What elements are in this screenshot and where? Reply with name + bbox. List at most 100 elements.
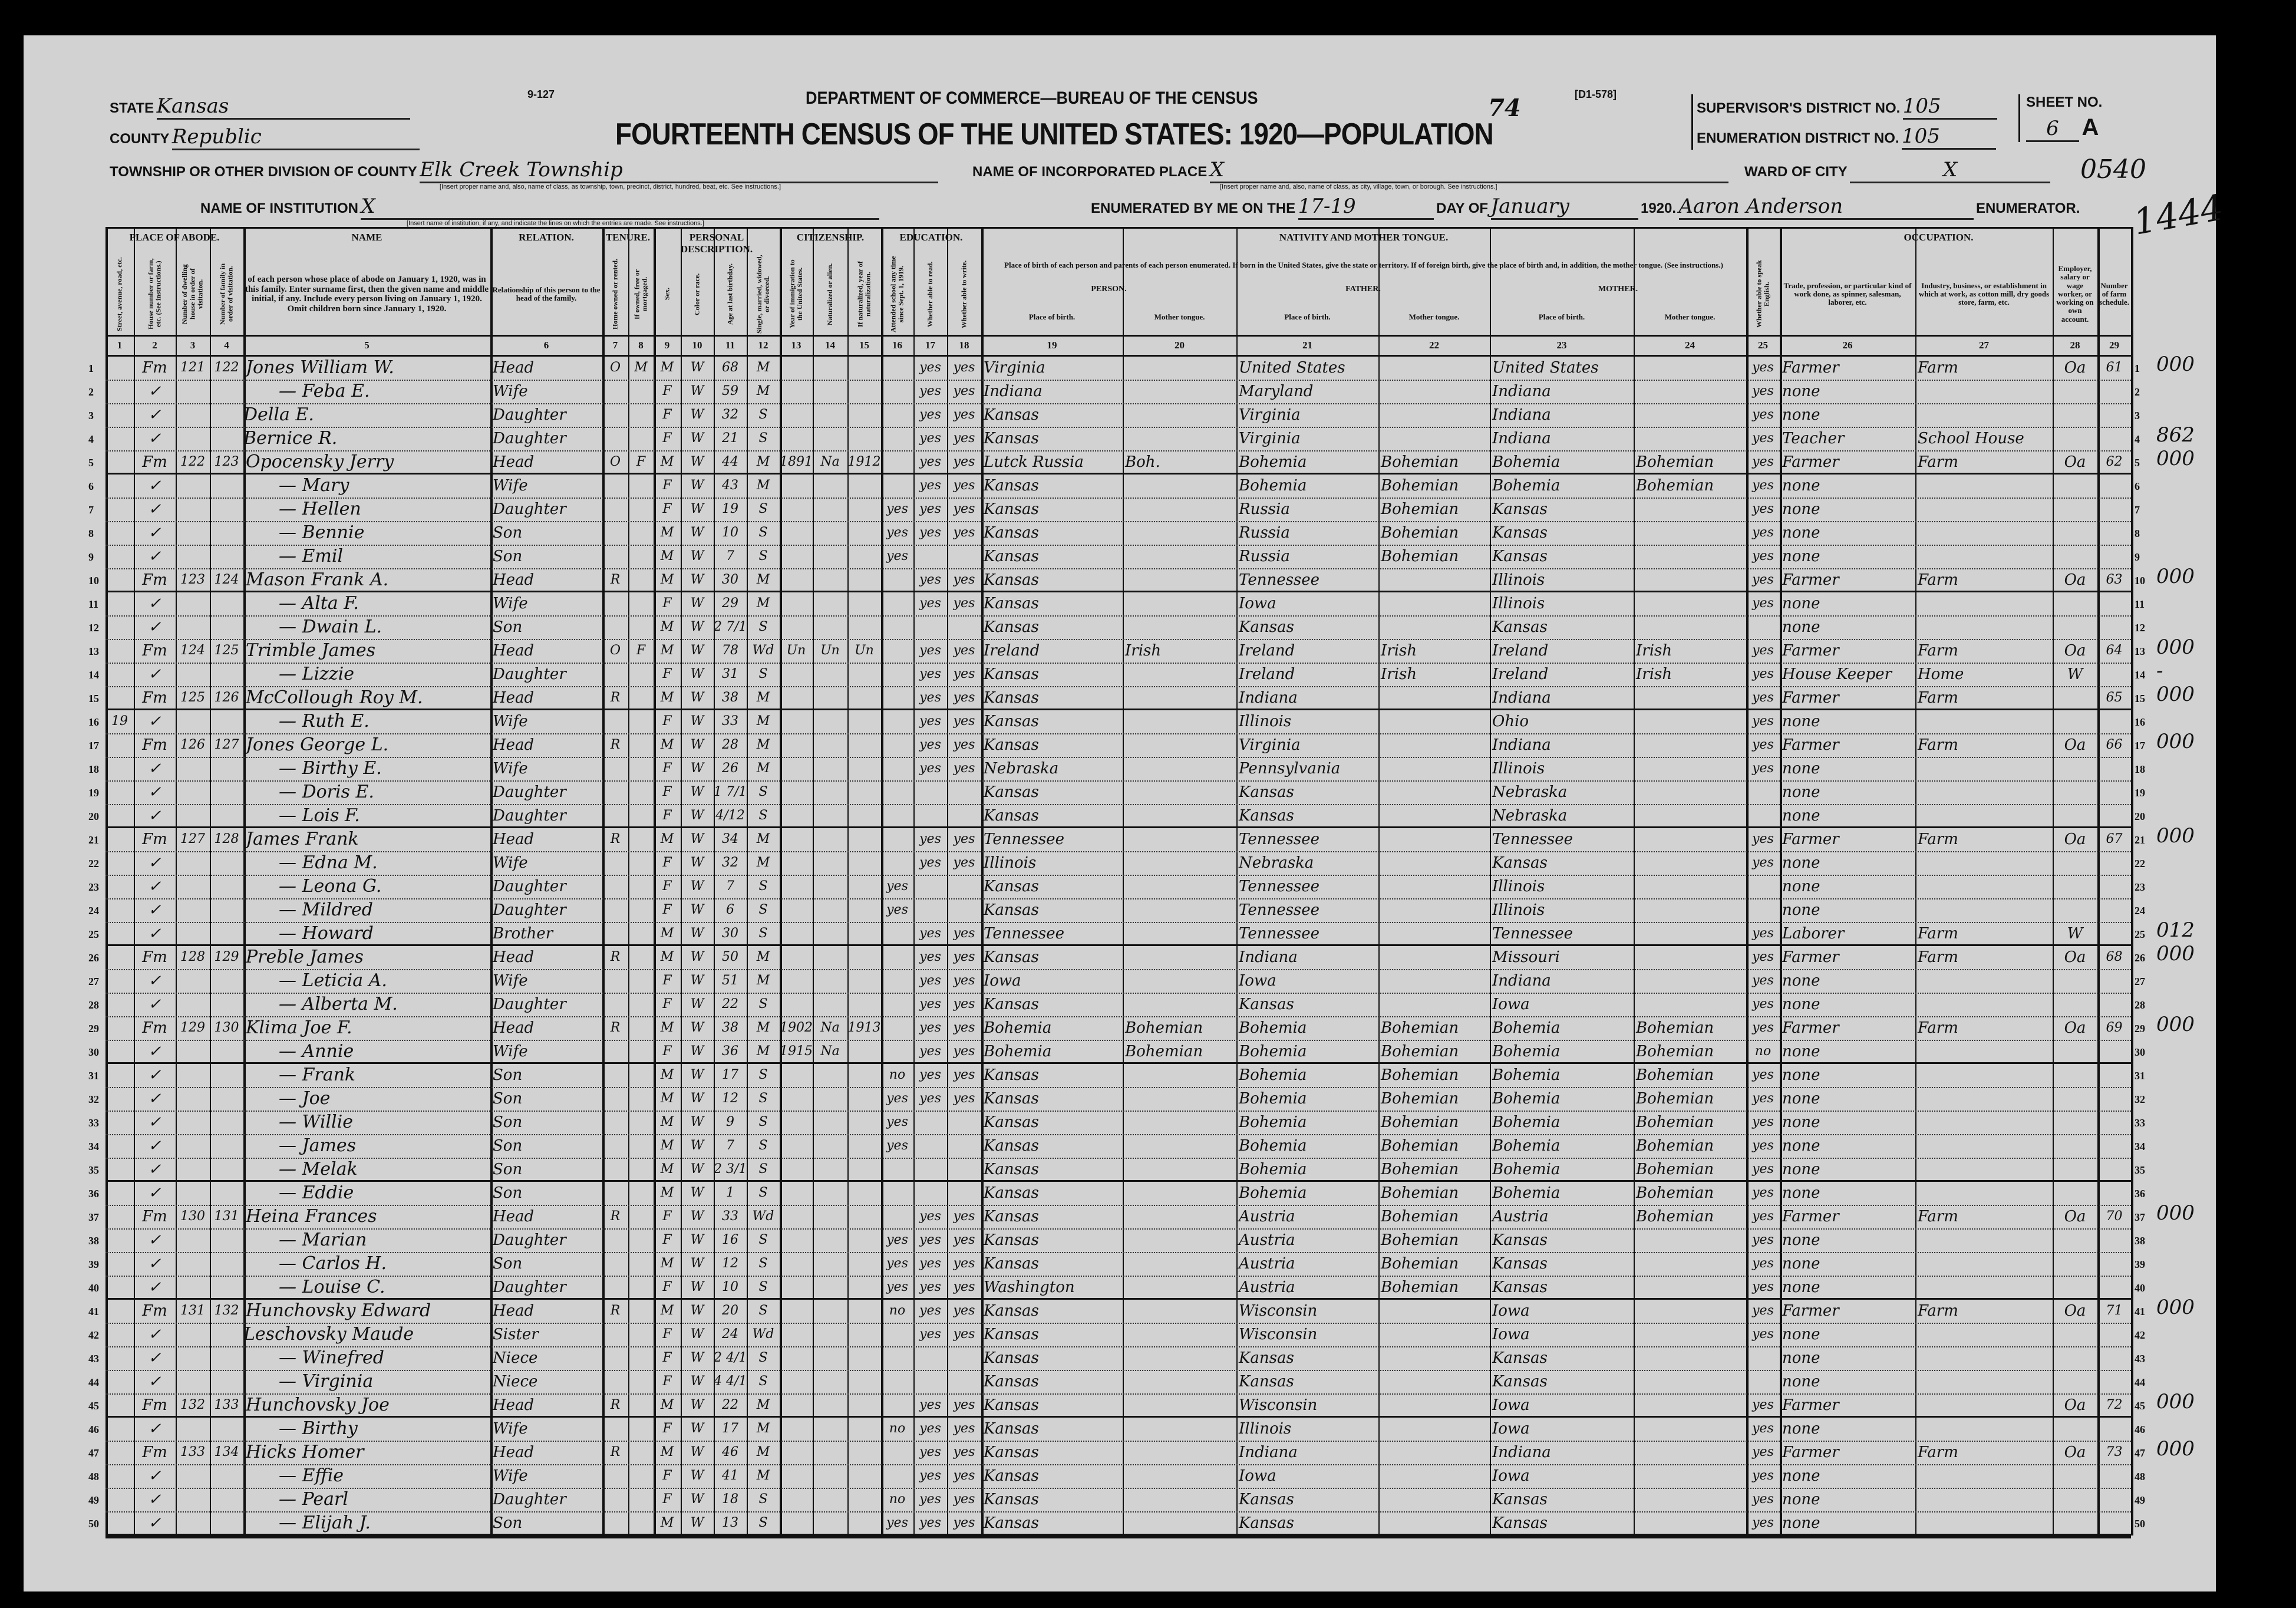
cell-col-26: none [1782, 713, 1820, 730]
cell-col-13 [780, 1300, 813, 1323]
cell-col-5: Bernice R. [243, 428, 338, 449]
cell-col-9: M [660, 1138, 674, 1153]
cell-col-27 [1915, 899, 2053, 922]
cell-col-12: M [756, 855, 770, 870]
cell-col-25: yes [1752, 502, 1774, 516]
cell-col-9: F [662, 1209, 672, 1224]
cell-col-5: — Effie [279, 1465, 344, 1486]
line-number: 2 [88, 386, 94, 398]
cell-col-13 [780, 781, 813, 805]
cell-col-18: yes [953, 572, 975, 587]
cell-col-27 [1915, 1347, 2053, 1370]
cell-col-7: R [610, 950, 621, 964]
cell-col-1 [105, 993, 134, 1017]
cell-col-3 [176, 922, 210, 946]
cell-col-8 [628, 1111, 654, 1135]
cell-col-20 [1123, 1394, 1236, 1418]
line-number: 11 [88, 598, 99, 610]
cell-col-7 [602, 1512, 628, 1535]
cell-col-19: Kansas [984, 878, 1039, 895]
institution-field: NAME OF INSTITUTION X [Insert name of in… [200, 195, 880, 227]
cell-col-1 [105, 498, 134, 522]
cell-col-19: Kansas [984, 783, 1039, 801]
cell-col-28: Oa [2064, 1302, 2086, 1320]
cell-col-23: Illinois [1492, 901, 1545, 919]
column-number-15: 15 [859, 340, 869, 351]
cell-col-2: ✓ [148, 430, 161, 447]
cell-col-26: Teacher [1782, 430, 1845, 447]
column-number-25: 25 [1758, 340, 1768, 351]
cell-col-24 [1634, 970, 1746, 993]
column-number-6: 6 [543, 340, 549, 351]
cell-col-4 [210, 663, 243, 687]
cell-col-14 [813, 357, 847, 380]
cell-col-22: Bohemian [1381, 1137, 1459, 1155]
cell-col-23: Bohemia [1492, 1090, 1561, 1108]
cell-col-22 [1378, 828, 1490, 852]
cell-col-19: Kansas [984, 500, 1039, 518]
cell-col-1 [105, 1017, 134, 1040]
cell-col-26: Farmer [1782, 1302, 1839, 1320]
cell-col-25: yes [1752, 478, 1774, 493]
group-heading-abode: Place of abode. [129, 232, 220, 243]
cell-col-29 [2097, 498, 2131, 522]
cell-col-21: Kansas [1239, 996, 1294, 1013]
enumerated-label: ENUMERATED BY ME ON THE [1091, 200, 1296, 216]
cell-col-5: Opocensky Jerry [246, 452, 394, 472]
line-number-right: 46 [2135, 1424, 2145, 1435]
group-heading-citizenship: Citizenship. [796, 232, 865, 243]
cell-col-28 [2053, 616, 2097, 640]
institution-label: NAME OF INSTITUTION [200, 200, 358, 216]
cell-col-22: Bohemian [1381, 1043, 1459, 1060]
cell-col-12: S [758, 1515, 768, 1530]
cell-col-2: ✓ [148, 878, 161, 895]
cell-col-27 [1915, 1182, 2053, 1205]
cell-col-19: Kansas [984, 901, 1039, 919]
cell-col-19: Tennessee [984, 831, 1065, 848]
cell-col-13 [780, 922, 813, 946]
cell-col-10: W [690, 478, 704, 493]
cell-col-10: W [690, 1162, 704, 1177]
cell-col-2: ✓ [148, 1420, 161, 1438]
line-number-right: 34 [2135, 1141, 2145, 1152]
cell-col-28 [2053, 592, 2097, 616]
cell-col-2: ✓ [148, 807, 161, 825]
cell-col-27 [1915, 1088, 2053, 1111]
row-rule [105, 1228, 2131, 1230]
column-label-24: Mother tongue. [1664, 312, 1716, 321]
cell-col-5: — Leona G. [279, 876, 382, 897]
cell-col-15 [847, 781, 881, 805]
cell-col-29: 64 [2106, 643, 2123, 658]
cell-col-21: Austria [1239, 1279, 1295, 1296]
row-rule [105, 591, 2131, 592]
cell-col-23: Bohemia [1492, 453, 1561, 471]
cell-col-14: Na [820, 454, 840, 469]
cell-col-11: 33 [722, 714, 738, 729]
cell-col-14 [813, 1394, 847, 1418]
cell-col-9: M [660, 643, 674, 658]
cell-col-17: yes [919, 360, 941, 375]
cell-col-13 [780, 970, 813, 993]
cell-col-11: 44 [722, 454, 738, 469]
column-number-28: 28 [2070, 340, 2080, 351]
cell-col-25: yes [1752, 690, 1774, 705]
cell-col-28: Oa [2064, 453, 2086, 471]
cell-col-13 [780, 852, 813, 875]
line-number: 16 [88, 716, 99, 728]
cell-col-6: Son [493, 1090, 523, 1108]
cell-col-6: Daughter [493, 783, 566, 801]
cell-col-21: Austria [1239, 1231, 1295, 1249]
cell-col-21: Iowa [1239, 1467, 1276, 1485]
cell-col-5: — Birthy [279, 1418, 358, 1439]
incorporated-hint: [Insert proper name and, also, name of c… [1220, 183, 1497, 190]
cell-col-28 [2053, 1111, 2097, 1135]
column-label-21: Place of birth. [1284, 312, 1331, 321]
cell-col-7 [602, 427, 628, 451]
cell-col-23: Iowa [1492, 1326, 1530, 1343]
cell-col-29: 67 [2106, 832, 2123, 846]
column-divider [947, 227, 948, 1535]
cell-col-9: F [662, 431, 672, 446]
row-rule [105, 663, 2131, 664]
column-divider [2131, 227, 2133, 1535]
census-sheet [24, 35, 2216, 1591]
